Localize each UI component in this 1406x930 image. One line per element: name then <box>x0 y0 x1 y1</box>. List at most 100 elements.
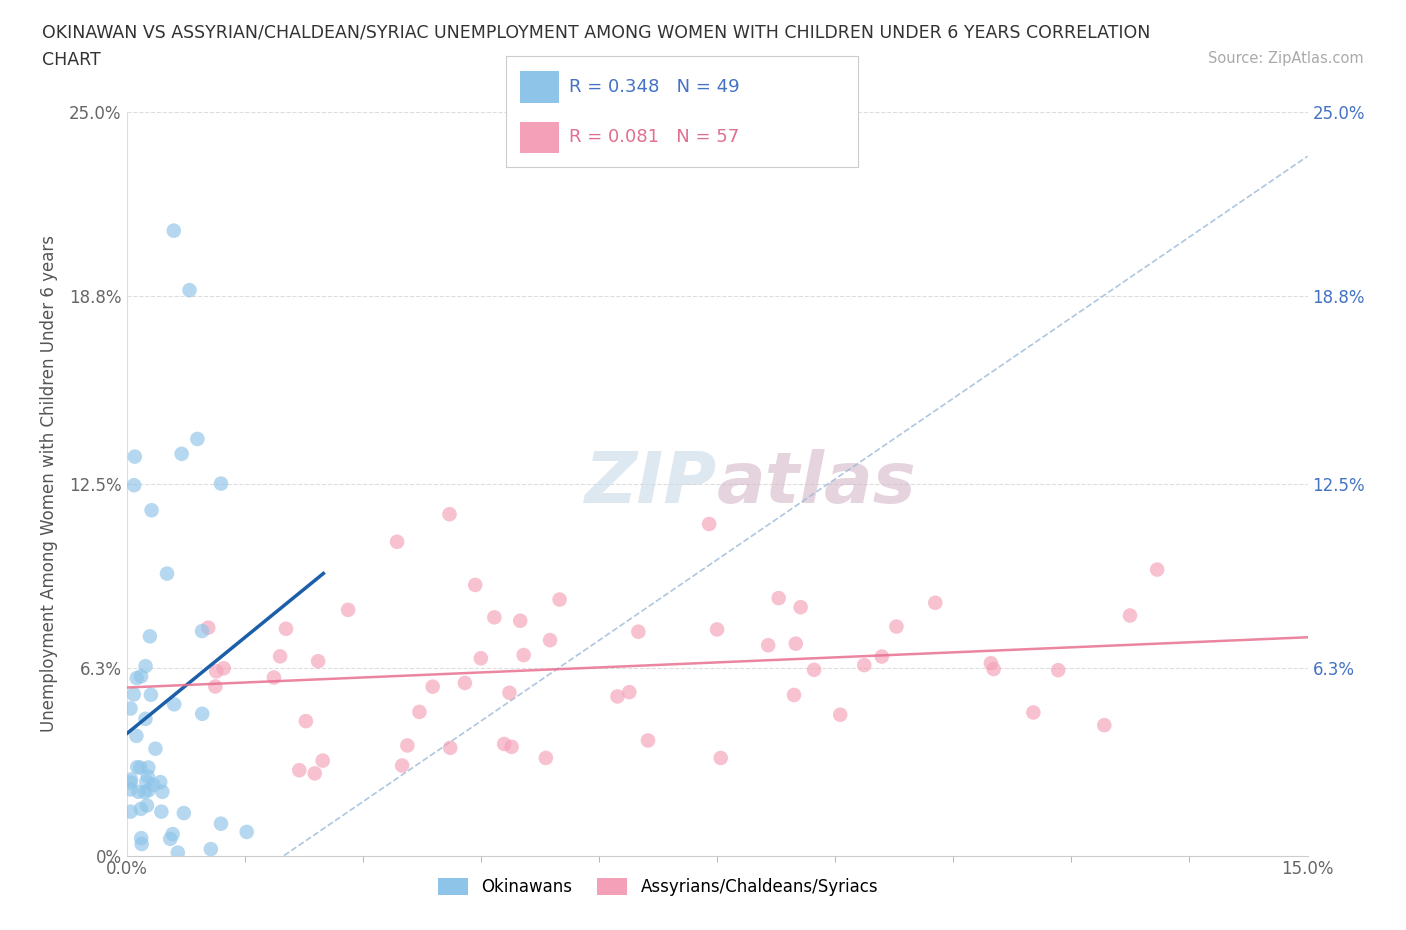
Point <box>209 476 232 491</box>
Point <box>706 622 728 637</box>
Point <box>136 798 159 813</box>
Point <box>312 753 335 768</box>
Point <box>391 758 413 773</box>
Point <box>710 751 733 765</box>
FancyBboxPatch shape <box>520 122 560 153</box>
Point <box>150 804 173 819</box>
Point <box>534 751 557 765</box>
Point <box>139 687 162 702</box>
Point <box>439 740 461 755</box>
Point <box>422 679 444 694</box>
Point <box>138 783 160 798</box>
Point <box>548 592 571 607</box>
Point <box>606 689 628 704</box>
Point <box>129 830 152 845</box>
Point <box>150 784 173 799</box>
Point <box>983 661 1005 676</box>
Point <box>138 760 160 775</box>
Point <box>141 503 163 518</box>
Point <box>159 831 181 846</box>
Legend: Okinawans, Assyrians/Chaldeans/Syriacs: Okinawans, Assyrians/Chaldeans/Syriacs <box>432 871 884 903</box>
Point <box>179 283 201 298</box>
Point <box>135 658 157 673</box>
Point <box>789 600 811 615</box>
Point <box>191 624 214 639</box>
Point <box>205 664 228 679</box>
Point <box>186 432 208 446</box>
Text: OKINAWAN VS ASSYRIAN/CHALDEAN/SYRIAC UNEMPLOYMENT AMONG WOMEN WITH CHILDREN UNDE: OKINAWAN VS ASSYRIAN/CHALDEAN/SYRIAC UNE… <box>42 23 1150 41</box>
Text: R = 0.348   N = 49: R = 0.348 N = 49 <box>569 78 740 96</box>
Y-axis label: Unemployment Among Women with Children Under 6 years: Unemployment Among Women with Children U… <box>39 235 58 732</box>
Text: atlas: atlas <box>717 449 917 518</box>
Point <box>980 656 1002 671</box>
Point <box>385 535 408 550</box>
Point <box>129 802 152 817</box>
Point <box>785 636 807 651</box>
Point <box>439 507 461 522</box>
Point <box>295 713 318 728</box>
Point <box>538 632 561 647</box>
Point <box>163 697 186 711</box>
Point <box>1119 608 1142 623</box>
Point <box>396 738 419 753</box>
Point <box>129 669 152 684</box>
Point <box>120 782 142 797</box>
Point <box>120 772 142 787</box>
Point <box>454 675 477 690</box>
Point <box>120 804 142 819</box>
Point <box>135 774 157 789</box>
Point <box>498 685 520 700</box>
Point <box>170 446 193 461</box>
Point <box>288 763 311 777</box>
Point <box>149 775 172 790</box>
Point <box>166 845 188 860</box>
Point <box>484 610 506 625</box>
Point <box>269 649 291 664</box>
Point <box>337 603 360 618</box>
Point <box>803 662 825 677</box>
Point <box>122 478 145 493</box>
Point <box>235 825 257 840</box>
Point <box>464 578 486 592</box>
Point <box>127 760 149 775</box>
Point <box>191 707 214 722</box>
Point <box>125 728 148 743</box>
Point <box>173 805 195 820</box>
Point <box>830 708 852 723</box>
Point <box>304 766 326 781</box>
Point <box>142 777 165 792</box>
Point <box>120 701 142 716</box>
Point <box>122 687 145 702</box>
Point <box>212 661 235 676</box>
Point <box>127 784 149 799</box>
Point <box>924 595 946 610</box>
Point <box>619 684 641 699</box>
Point <box>129 760 152 775</box>
Point <box>637 733 659 748</box>
Text: Source: ZipAtlas.com: Source: ZipAtlas.com <box>1208 51 1364 66</box>
Point <box>200 842 222 857</box>
Point <box>470 651 492 666</box>
Point <box>768 591 790 605</box>
Point <box>274 621 297 636</box>
Point <box>134 785 156 800</box>
Point <box>124 449 146 464</box>
Point <box>120 775 142 790</box>
FancyBboxPatch shape <box>520 72 560 102</box>
Point <box>162 827 184 842</box>
Point <box>886 619 908 634</box>
Point <box>1022 705 1045 720</box>
Point <box>509 613 531 628</box>
Point <box>1146 562 1168 577</box>
Point <box>139 629 162 644</box>
Point <box>136 769 159 784</box>
Point <box>501 739 523 754</box>
Text: ZIP: ZIP <box>585 449 717 518</box>
Point <box>870 649 893 664</box>
Point <box>408 704 430 719</box>
Point <box>145 741 167 756</box>
Point <box>156 566 179 581</box>
Point <box>263 670 285 684</box>
Point <box>163 223 186 238</box>
Point <box>512 647 534 662</box>
